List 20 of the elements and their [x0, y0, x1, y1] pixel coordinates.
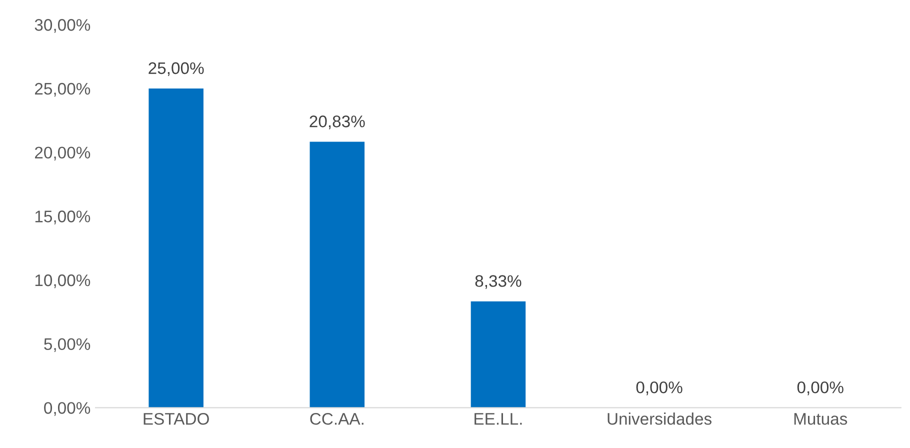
data-label: 0,00%: [797, 381, 844, 396]
y-tick-label: 25,00%: [35, 82, 90, 97]
x-tick-label: Mutuas: [794, 413, 848, 425]
data-label: 0,00%: [636, 381, 682, 396]
data-label: 25,00%: [148, 62, 204, 76]
y-tick-label: 0,00%: [44, 402, 90, 416]
x-tick-label: EE.LL.: [474, 413, 522, 425]
y-tick-label: 5,00%: [44, 338, 90, 352]
bar: [310, 142, 365, 408]
data-label: 8,33%: [475, 275, 522, 289]
x-tick-label: Universidades: [608, 412, 712, 425]
y-tick-label: 10,00%: [35, 274, 90, 288]
x-tick-label: ESTADO: [144, 412, 209, 425]
data-label: 20,83%: [310, 116, 365, 130]
bar: [148, 88, 204, 408]
x-tick-label: CC.AA.: [310, 412, 364, 425]
y-tick-label: 15,00%: [35, 210, 90, 224]
bar: [470, 301, 526, 408]
y-tick-label: 20,00%: [35, 146, 90, 160]
y-tick-label: 30,00%: [34, 19, 90, 33]
